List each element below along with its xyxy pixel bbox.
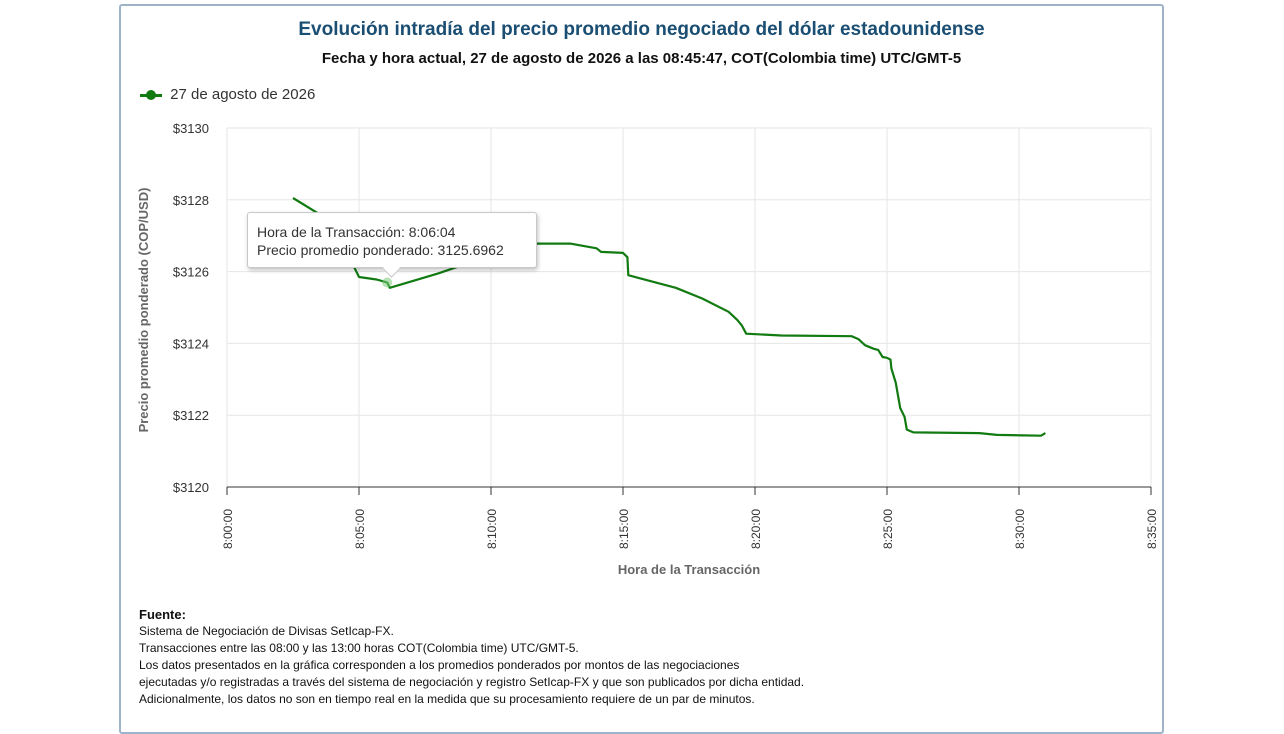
- x-tick-label: 8:00:00: [221, 509, 235, 549]
- chart-series: [292, 197, 1046, 437]
- y-tick-label: $3128: [173, 193, 209, 208]
- chart-subtitle: Fecha y hora actual, 27 de agosto de 202…: [321, 50, 962, 67]
- y-tick-label: $3130: [173, 121, 209, 136]
- tooltip-time: Hora de la Transacción: 8:06:04: [257, 224, 456, 240]
- chart-tooltip: Hora de la Transacción: 8:06:04 Precio p…: [247, 212, 537, 278]
- x-tick-label: 8:30:00: [1013, 509, 1027, 549]
- source-line: Transacciones entre las 08:00 y las 13:0…: [139, 641, 579, 655]
- x-tick-label: 8:20:00: [749, 509, 763, 549]
- chart-grid: [226, 127, 1152, 488]
- legend-label: 27 de agosto de 2026: [170, 86, 316, 103]
- chart-panel: Evolución intradía del precio promedio n…: [119, 4, 1164, 734]
- chart-title: Evolución intradía del precio promedio n…: [298, 19, 985, 40]
- y-tick-label: $3120: [173, 480, 209, 495]
- source-line: Adicionalmente, los datos no son en tiem…: [139, 692, 755, 706]
- series-line: [292, 197, 1046, 437]
- x-tick-label: 8:05:00: [353, 509, 367, 549]
- tooltip-price: Precio promedio ponderado: 3125.6962: [257, 242, 504, 258]
- chart-legend[interactable]: 27 de agosto de 2026: [140, 86, 315, 103]
- chart-ticks: $3120 $3122 $3124 $3126 $3128 $3130 8:00:00 8:0…: [173, 121, 1159, 549]
- source-heading: Fuente:: [139, 607, 186, 622]
- y-tick-label: $3122: [173, 408, 209, 423]
- source-line: Sistema de Negociación de Divisas SetIca…: [139, 624, 394, 638]
- source-note: Fuente: Sistema de Negociación de Divisa…: [139, 606, 804, 708]
- highlighted-point-marker: [382, 277, 393, 288]
- source-line: ejecutadas y/o registradas a través del …: [139, 675, 805, 689]
- x-axis-label: Hora de la Transacción: [618, 562, 760, 577]
- x-tick-label: 8:10:00: [485, 509, 499, 549]
- y-tick-label: $3124: [173, 336, 209, 351]
- chart-axes: [226, 486, 1152, 495]
- source-line: Los datos presentados en la gráfica corr…: [139, 658, 740, 672]
- x-tick-label: 8:15:00: [617, 509, 631, 549]
- y-axis-label: Precio promedio ponderado (COP/USD): [136, 188, 151, 433]
- x-tick-label: 8:35:00: [1145, 509, 1159, 549]
- x-tick-label: 8:25:00: [881, 509, 895, 549]
- y-tick-label: $3126: [173, 265, 209, 280]
- legend-marker-icon: [140, 90, 162, 101]
